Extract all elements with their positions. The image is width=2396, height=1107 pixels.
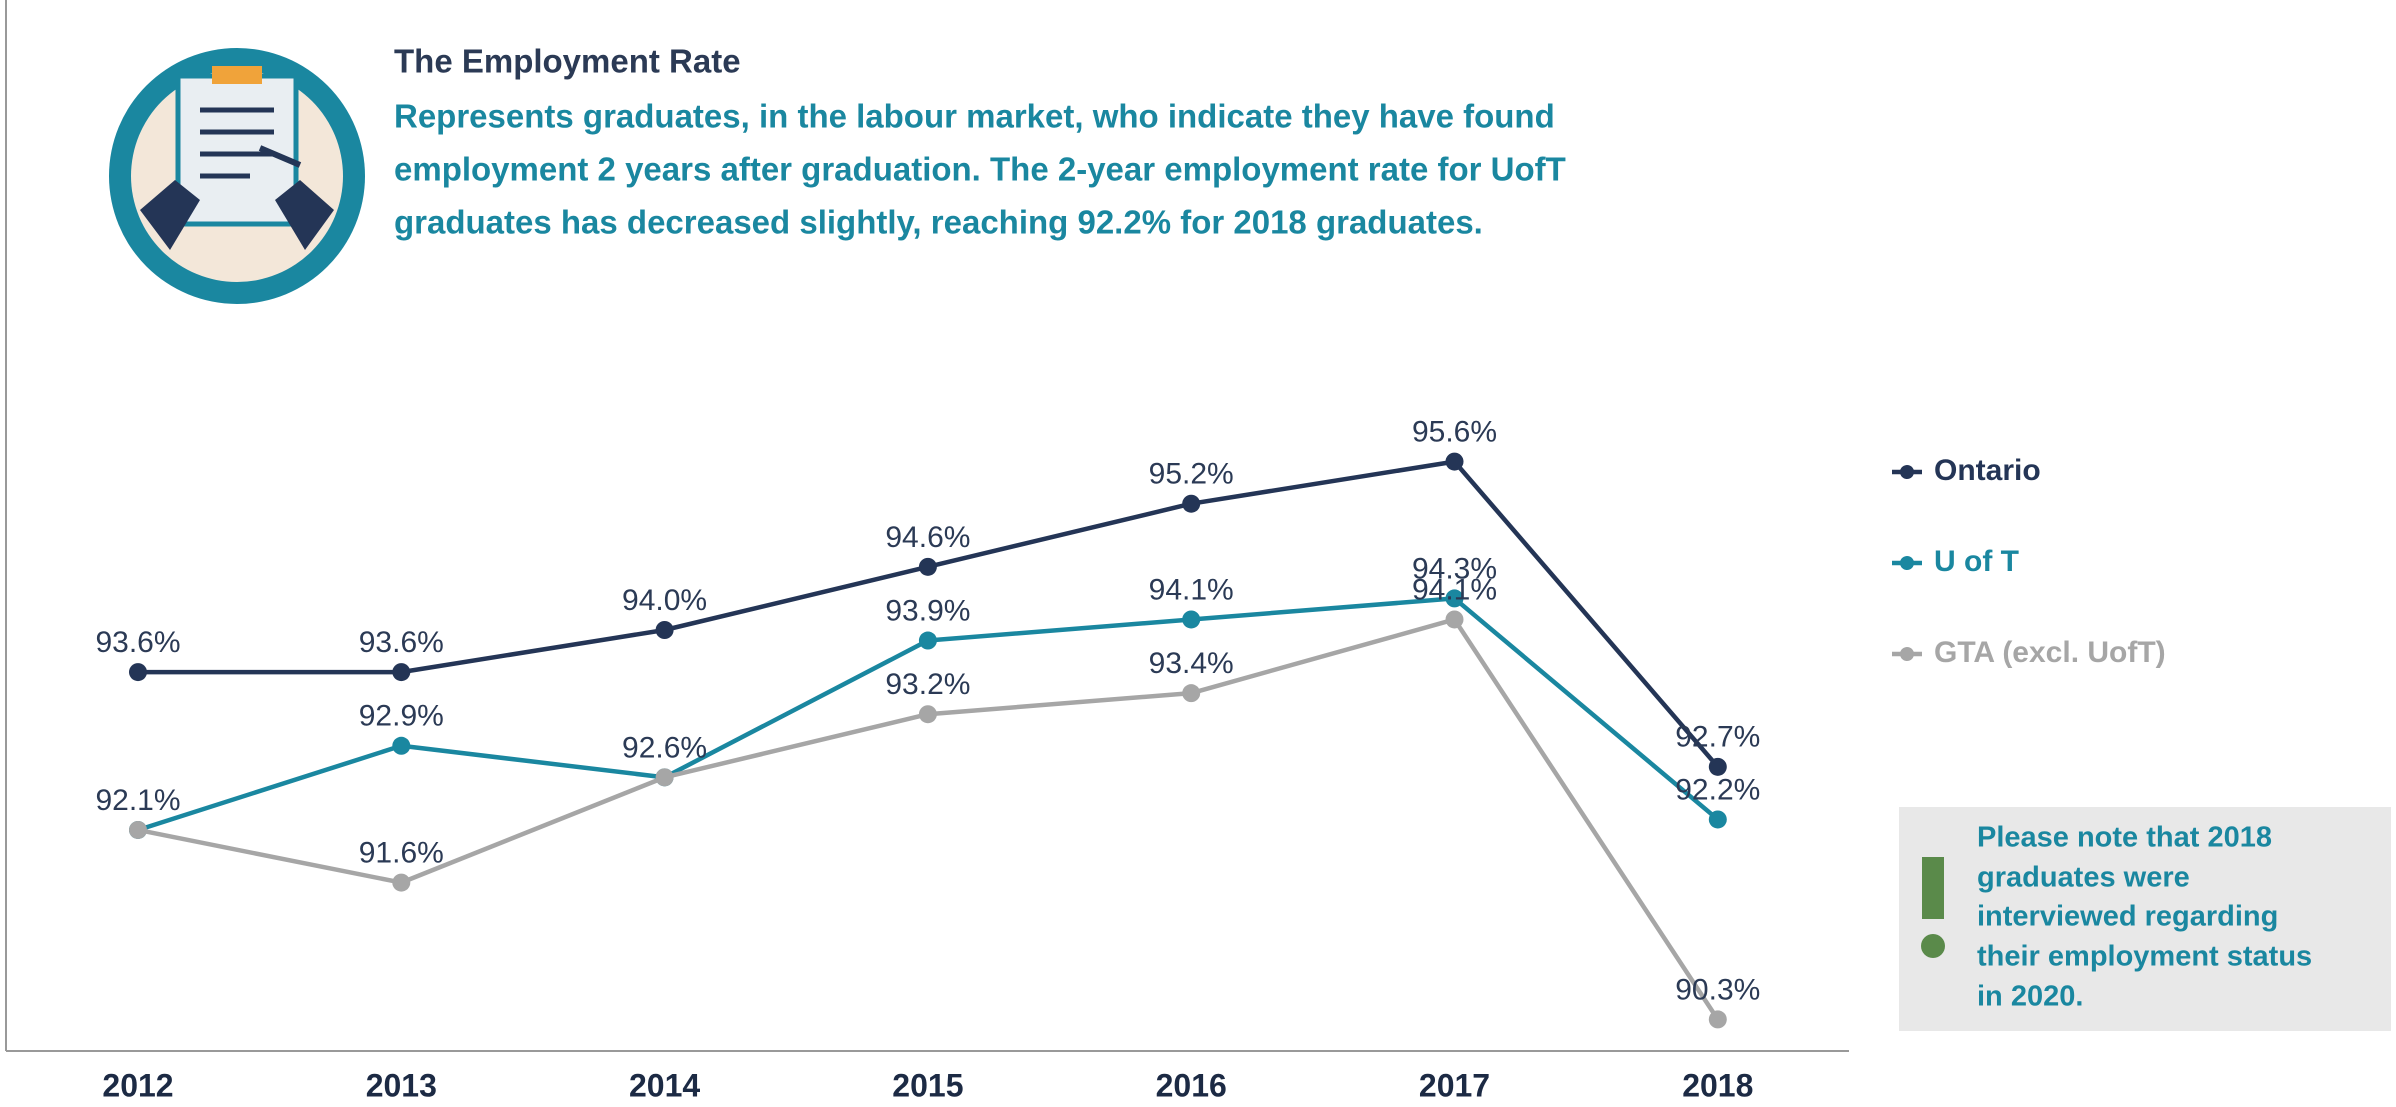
legend-swatch-dot [1900,556,1914,570]
note-line: interviewed regarding [1977,901,2278,933]
data-label: 94.1% [1412,573,1497,606]
x-tick-label: 2016 [1156,1067,1227,1103]
data-point [1182,684,1201,703]
data-point [1708,757,1727,776]
data-label: 94.1% [1149,573,1234,606]
data-point [1182,494,1201,513]
data-label: 92.2% [1675,773,1760,806]
data-label: 94.6% [885,521,970,554]
data-label: 95.6% [1412,416,1497,449]
data-label: 95.2% [1149,458,1234,491]
data-point [392,736,411,755]
icon-lines [200,107,274,179]
x-tick-label: 2015 [892,1067,963,1103]
data-point [918,557,937,576]
legend-swatch-dot [1900,465,1914,479]
data-label: 93.6% [359,626,444,659]
x-tick-label: 2012 [102,1067,173,1103]
legend-label: U of T [1934,545,2019,578]
data-label: 92.6% [622,731,707,764]
note-line: graduates were [1977,862,2190,894]
note-exclamation-dot [1921,934,1945,958]
icon-hand [140,180,200,250]
data-point [918,631,937,650]
icon-hand [275,180,334,250]
x-tick-label: 2013 [366,1067,437,1103]
note-line: their employment status [1977,941,2312,973]
icon-clip [212,66,262,84]
data-label: 92.7% [1675,721,1760,754]
legend-label: GTA (excl. UofT) [1934,636,2166,669]
data-point [918,705,937,724]
data-label: 91.6% [359,837,444,870]
description-line: graduates has decreased slightly, reachi… [394,204,1483,241]
note-line: in 2020. [1977,981,2083,1013]
icon-pen [258,145,302,168]
data-label: 94.3% [1412,552,1497,585]
note-line: Please note that 2018 [1977,822,2272,854]
data-point [655,621,674,639]
data-point [655,768,674,787]
x-tick-label: 2017 [1419,1067,1490,1103]
data-point [129,820,147,839]
description-line: employment 2 years after graduation. The… [394,151,1566,188]
data-point [1445,610,1464,629]
x-tick-label: 2018 [1682,1067,1753,1103]
data-point [1182,610,1201,629]
note-box [1899,807,2391,1031]
data-label: 93.2% [885,668,970,701]
data-label: 93.4% [1149,647,1234,680]
x-tick-label: 2014 [629,1067,700,1103]
data-point [392,663,411,682]
note-exclamation [1922,857,1944,919]
icon [109,48,365,304]
data-point [129,663,147,682]
data-label: 93.9% [885,594,970,627]
description-line: Represents graduates, in the labour mark… [394,98,1555,135]
data-point [1445,452,1464,471]
data-point [1708,810,1727,829]
data-label: 90.3% [1675,973,1760,1006]
data-label: 92.9% [359,700,444,733]
data-point [392,873,411,892]
data-label: 94.0% [622,584,707,617]
data-point [1708,1010,1727,1029]
legend-label: Ontario [1934,454,2041,487]
data-label: 93.6% [95,626,180,659]
legend-swatch-dot [1900,647,1914,661]
title: The Employment Rate [394,43,741,80]
data-label: 92.1% [95,784,180,817]
data-point [1445,589,1464,608]
